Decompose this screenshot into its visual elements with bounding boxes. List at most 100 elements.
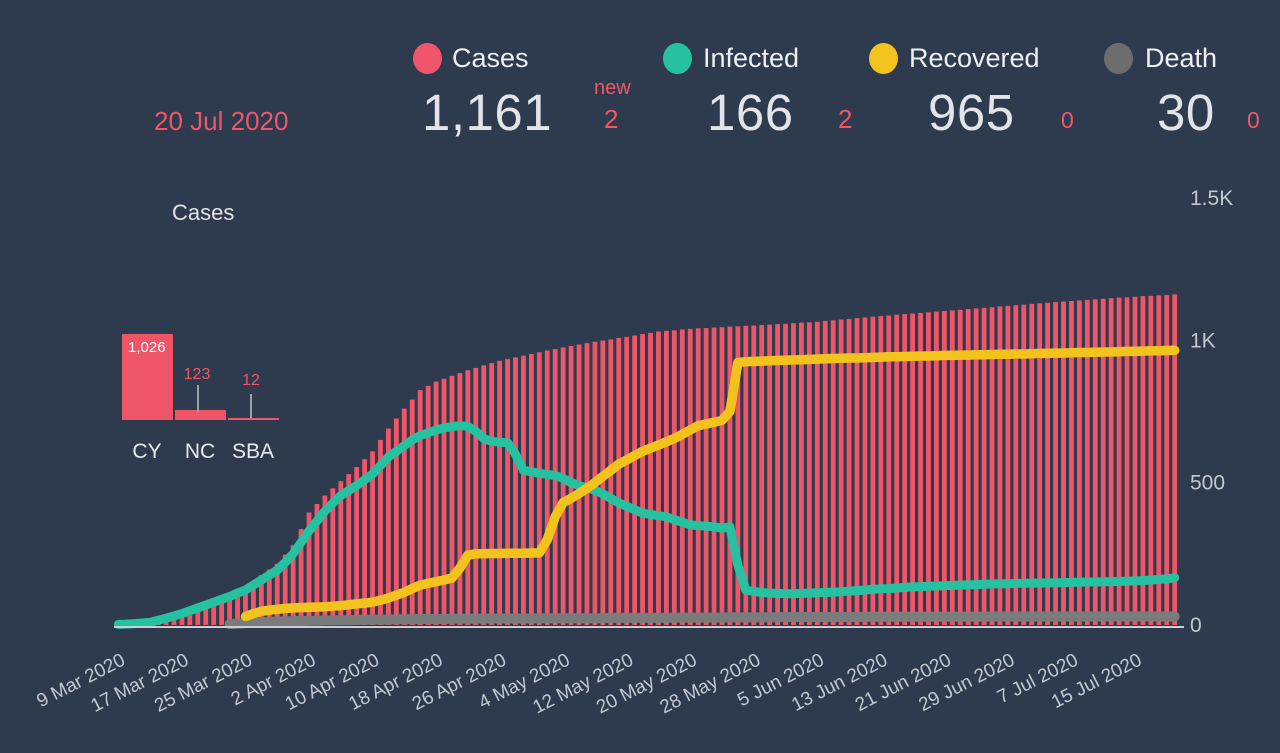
cases-bar (1124, 297, 1130, 625)
cases-bar (1164, 295, 1170, 625)
cases-bar (552, 349, 558, 625)
inset-label-cy: CY (132, 440, 162, 463)
cases-label: Cases (452, 43, 529, 73)
infected-dot-icon (663, 43, 692, 74)
y-axis-label: 0 (1190, 614, 1202, 637)
infected-value: 166 (707, 84, 794, 141)
cases-bar (719, 327, 725, 625)
cases-bar (290, 545, 296, 625)
cases-bar (1100, 298, 1106, 625)
cases-bar (560, 347, 566, 625)
cases-bar (425, 385, 431, 625)
cases-bar (227, 593, 232, 625)
cases-bar (981, 307, 987, 625)
cases-bar (973, 308, 979, 625)
cases-bar (656, 331, 661, 625)
inset-label-nc: NC (184, 440, 216, 463)
cases-bar (608, 339, 614, 625)
cases-bar (314, 504, 320, 625)
cases-bar (195, 605, 201, 625)
cases-new-label: new (594, 77, 631, 99)
inset-bar-cy[interactable]: 1,026 (122, 334, 173, 420)
cases-bar (481, 365, 487, 625)
cases-bar (989, 307, 995, 625)
infected-line (113, 421, 1180, 629)
cases-bar (409, 399, 415, 625)
cases-delta: 2 (604, 104, 619, 134)
cases-bar (433, 381, 439, 625)
cases-bar (1053, 302, 1058, 625)
cases-bar (417, 390, 423, 625)
cases-bar (505, 359, 510, 625)
inset-pointer-sba (250, 394, 252, 418)
cases-bar (362, 459, 367, 625)
cases-bar (330, 488, 336, 625)
death-dot-icon (1104, 43, 1133, 74)
cases-bar (997, 306, 1003, 625)
cases-bar (1132, 296, 1138, 625)
cases-bar (902, 314, 908, 625)
cases-bar (370, 451, 375, 625)
cases-bar (648, 332, 653, 625)
cases-bar (282, 554, 288, 625)
cases-bar (203, 602, 209, 625)
inset-value-sba: 12 (242, 372, 260, 389)
inset-bar-sba[interactable] (228, 418, 279, 420)
cases-bar (616, 338, 622, 625)
y-axis-label: 1K (1190, 329, 1216, 352)
cases-bar (799, 322, 804, 625)
cases-bar (354, 466, 360, 625)
cases-bar (473, 367, 479, 625)
cases-bar (1140, 296, 1146, 625)
cases-bar (640, 334, 645, 625)
cases-bar (497, 360, 503, 625)
cases-bar (258, 575, 264, 625)
cases-bar (949, 310, 955, 625)
death-value: 30 (1157, 84, 1215, 141)
cases-bar (1108, 298, 1114, 625)
cases-bar (1005, 305, 1011, 625)
cases-bar (775, 324, 780, 625)
infected-label: Infected (703, 43, 800, 73)
cases-bar (1116, 297, 1122, 625)
cases-bar (830, 320, 836, 625)
inset-bar-nc[interactable] (175, 410, 226, 420)
cases-bar (695, 328, 701, 625)
cases-bar (521, 355, 526, 625)
cases-bar (1021, 304, 1027, 625)
inset-label-sba: SBA (231, 440, 275, 463)
cases-bar (449, 375, 455, 625)
cases-bar (632, 335, 638, 625)
cases-bar (806, 322, 812, 625)
cases-bar (783, 323, 788, 625)
cases-bar (965, 308, 971, 625)
cases-bar (544, 350, 550, 625)
cases-bar (1148, 295, 1154, 625)
cases-bar (1037, 303, 1043, 625)
cases-bar (918, 312, 923, 625)
cases-bar (1172, 294, 1178, 625)
chart-title: Cases (172, 200, 235, 225)
inset-pointer-nc (197, 385, 199, 412)
cases-bar (934, 311, 939, 625)
cases-bar (664, 330, 669, 625)
recovered-value: 965 (928, 84, 1015, 141)
death-delta: 0 (1247, 107, 1260, 133)
cases-bar (536, 352, 542, 625)
cases-bar (211, 599, 217, 625)
death-line (224, 611, 1180, 630)
cases-bar (870, 316, 876, 625)
cases-bar (957, 309, 963, 625)
cases-bar (457, 373, 463, 625)
cases-bar (1156, 295, 1162, 625)
cases-bar (600, 340, 606, 625)
cases-bar (624, 336, 630, 625)
cases-bar (703, 328, 709, 625)
cases-bar (886, 315, 892, 625)
cases-bar (306, 512, 312, 625)
cases-bar (179, 612, 185, 625)
cases-bar (894, 314, 900, 625)
recovered-dot-icon (869, 43, 898, 74)
